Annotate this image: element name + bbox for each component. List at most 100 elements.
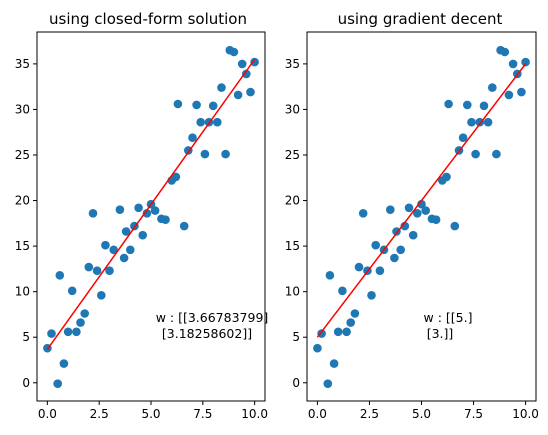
data-point xyxy=(400,221,410,231)
y-tick-label: 5 xyxy=(22,330,30,344)
data-point xyxy=(483,117,493,127)
y-tick-label: 10 xyxy=(15,285,30,299)
y-tick-label: 5 xyxy=(292,330,300,344)
x-tick-label: 10.0 xyxy=(241,407,268,421)
weights-annotation-line-1: w : [[3.66783799] xyxy=(156,310,269,325)
data-point xyxy=(408,230,418,240)
data-point xyxy=(521,57,530,67)
data-point xyxy=(458,133,468,142)
y-tick-label: 20 xyxy=(15,194,30,208)
data-point xyxy=(119,253,129,263)
data-point xyxy=(431,215,441,224)
chart-title: using closed-form solution xyxy=(49,10,247,28)
data-point xyxy=(237,59,247,69)
data-point xyxy=(92,266,102,276)
data-point xyxy=(76,318,85,327)
y-tick-label: 35 xyxy=(15,57,30,71)
data-point xyxy=(346,318,356,327)
chart-panel-closed-form: using closed-form solution 0.0 2.5 5.0 7.5 1… xyxy=(15,10,269,421)
y-tick-label: 10 xyxy=(285,285,300,299)
data-point xyxy=(325,271,335,280)
y-tick-label: 35 xyxy=(285,57,300,71)
data-point xyxy=(396,245,406,255)
data-point xyxy=(63,327,73,337)
data-point xyxy=(138,230,147,240)
data-point xyxy=(250,57,259,67)
x-tick-label: 7.5 xyxy=(464,407,483,421)
chart-panel-gradient-descent: using gradient decent 0.0 2.5 5.0 7.5 10.0 0 5… xyxy=(285,10,539,421)
data-point xyxy=(59,359,69,368)
data-point xyxy=(386,205,395,214)
data-point xyxy=(217,83,226,92)
data-point xyxy=(500,47,510,57)
data-point xyxy=(134,203,143,213)
data-point xyxy=(192,100,201,110)
data-point xyxy=(196,117,205,127)
data-point xyxy=(233,90,243,100)
data-point xyxy=(421,206,431,215)
data-point xyxy=(471,149,480,159)
data-point xyxy=(517,87,526,97)
y-tick-label: 0 xyxy=(292,376,300,390)
data-point xyxy=(417,199,426,209)
data-point xyxy=(333,327,343,337)
data-point xyxy=(444,99,453,109)
weights-annotation-line-2: [3.]] xyxy=(427,326,454,341)
data-point xyxy=(413,209,422,218)
data-point xyxy=(358,209,368,218)
data-point xyxy=(101,240,110,250)
data-point xyxy=(188,133,197,142)
fit-line xyxy=(46,58,256,350)
x-tick-label: 2.5 xyxy=(90,407,109,421)
y-tick-label: 30 xyxy=(285,102,300,116)
data-point xyxy=(350,309,360,318)
data-point xyxy=(463,100,472,110)
x-tick-label: 5.0 xyxy=(141,407,160,421)
data-point xyxy=(375,266,385,276)
data-point xyxy=(504,90,514,100)
chart-title: using gradient decent xyxy=(338,10,503,28)
data-point xyxy=(84,262,94,272)
data-point xyxy=(371,240,381,250)
data-point xyxy=(109,245,118,255)
data-point xyxy=(55,271,65,280)
data-point xyxy=(479,101,489,111)
data-point xyxy=(342,327,351,337)
data-point xyxy=(150,206,160,215)
fit-line xyxy=(316,63,527,338)
data-point xyxy=(367,291,376,300)
data-point xyxy=(88,209,98,218)
y-tick-label: 20 xyxy=(285,194,300,208)
y-tick-label: 30 xyxy=(15,102,30,116)
data-point xyxy=(213,117,222,127)
data-point xyxy=(354,262,364,272)
data-point xyxy=(97,291,106,300)
data-point xyxy=(390,253,399,263)
data-point xyxy=(142,209,152,218)
x-tick-label: 7.5 xyxy=(193,407,212,421)
data-point xyxy=(67,286,77,296)
weights-annotation-line-1: w : [[5.] xyxy=(424,310,473,325)
data-point xyxy=(442,172,451,182)
data-point xyxy=(323,379,333,389)
data-point xyxy=(53,379,62,389)
data-point xyxy=(126,245,135,255)
data-point xyxy=(404,203,414,213)
axes-frame xyxy=(36,31,266,402)
y-tick-label: 25 xyxy=(15,148,30,162)
data-point xyxy=(467,117,476,127)
data-point xyxy=(313,343,322,353)
data-point xyxy=(450,221,460,231)
data-point xyxy=(221,149,230,159)
data-point xyxy=(329,359,339,368)
data-point xyxy=(115,205,125,214)
axes-frame xyxy=(306,31,537,402)
data-point xyxy=(488,83,497,92)
data-point xyxy=(242,69,251,79)
data-point xyxy=(179,221,189,231)
x-tick-label: 5.0 xyxy=(412,407,431,421)
data-point xyxy=(200,149,210,159)
data-point xyxy=(208,101,218,111)
data-point xyxy=(492,149,501,159)
data-point xyxy=(171,172,181,182)
